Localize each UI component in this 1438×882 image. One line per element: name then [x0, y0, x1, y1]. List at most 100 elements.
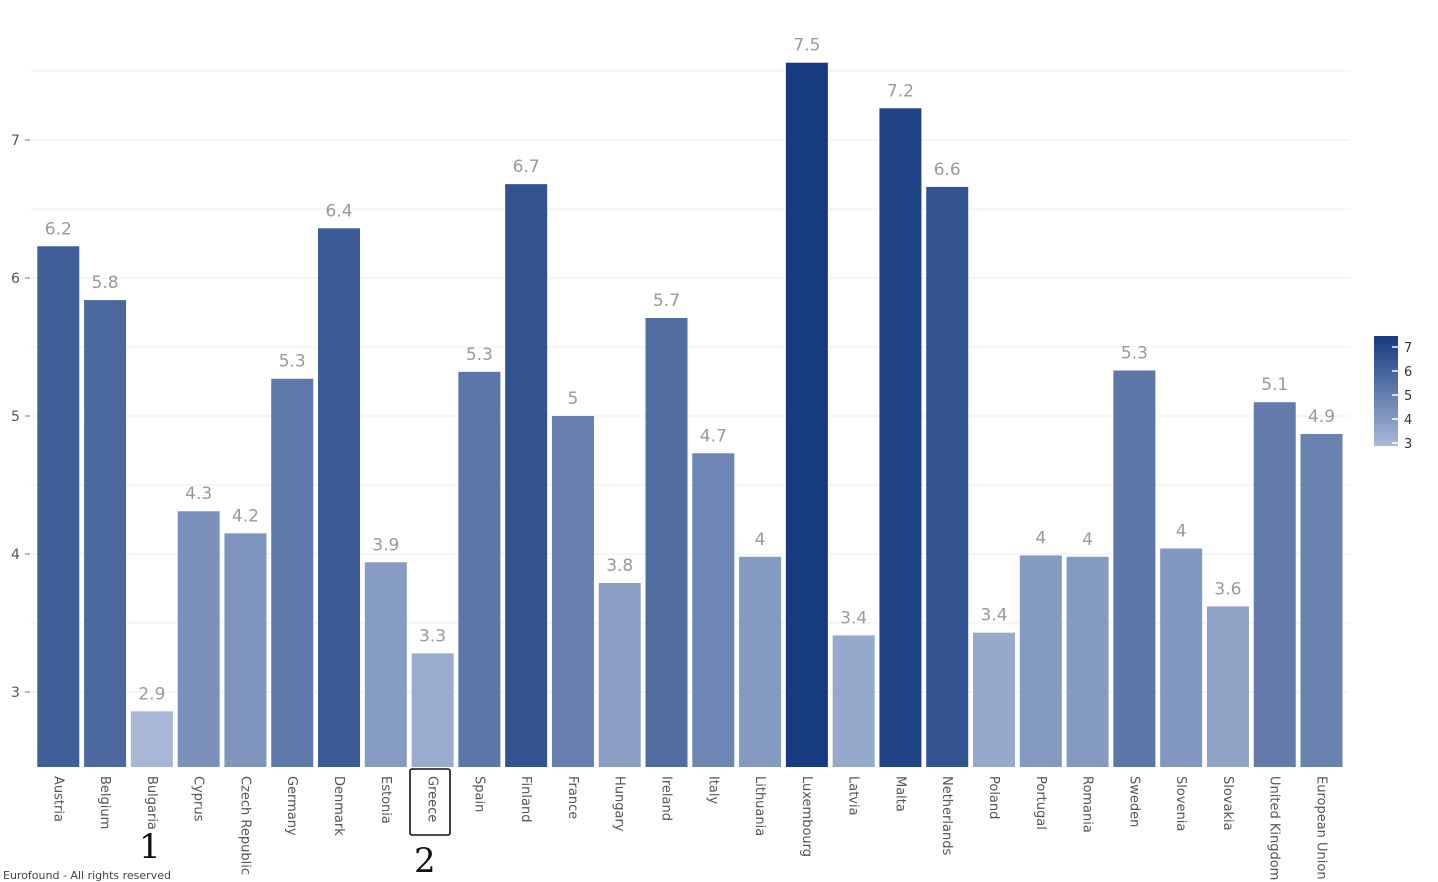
data-label: 5.1 [1261, 375, 1288, 395]
x-tick-label: France [565, 776, 580, 819]
legend-tick-label: 3 [1404, 437, 1412, 452]
x-tick-label: Malta [892, 776, 907, 812]
data-label: 3.6 [1214, 579, 1241, 599]
bar [739, 556, 782, 767]
x-tick-label: Sweden [1126, 776, 1141, 827]
bar [1253, 402, 1296, 767]
data-label: 3.9 [372, 535, 399, 555]
x-tick-label: Slovenia [1173, 776, 1188, 831]
data-label: 4 [755, 530, 766, 550]
x-tick-label: Cyprus [191, 776, 206, 822]
bar [973, 632, 1016, 767]
data-label: 5.3 [279, 352, 306, 372]
annotation-marker-2: 2 [414, 841, 436, 881]
x-tick-label: Romania [1080, 776, 1095, 833]
y-tick-label: 6 [11, 271, 20, 287]
bars [37, 62, 1343, 768]
x-tick-label: Estonia [378, 776, 393, 824]
data-label: 3.4 [980, 606, 1007, 626]
x-tick-label: European Union [1314, 776, 1329, 880]
bar [411, 653, 454, 767]
bar [785, 62, 828, 768]
bar [1300, 433, 1343, 767]
data-label: 4.2 [232, 506, 259, 526]
data-label: 4 [1082, 530, 1093, 550]
data-label: 6.2 [45, 219, 72, 239]
legend-tick-label: 7 [1404, 341, 1412, 356]
x-axis: Austria Belgium Bulgaria Cyprus Czech Republ… [50, 776, 1328, 880]
data-label: 4 [1035, 528, 1046, 548]
bar [598, 582, 641, 767]
annotations: 1 2 [139, 768, 451, 881]
bar [364, 562, 407, 767]
x-tick-label: Latvia [846, 776, 861, 816]
bar [1019, 555, 1062, 767]
x-tick-label: Portugal [1033, 776, 1048, 830]
data-label: 3.4 [840, 608, 867, 628]
bar [37, 246, 80, 767]
bar [224, 533, 267, 767]
data-label: 6.4 [325, 201, 352, 221]
y-tick-label: 7 [11, 133, 20, 149]
data-label: 4 [1176, 521, 1187, 541]
bar [177, 511, 220, 767]
data-label: 5.8 [92, 273, 119, 293]
bar [1206, 606, 1249, 767]
y-tick-label: 5 [11, 409, 20, 425]
data-label: 5.7 [653, 291, 680, 311]
annotation-marker-1: 1 [139, 827, 161, 867]
bar [551, 416, 594, 767]
data-label: 3.8 [606, 556, 633, 576]
x-tick-label: Hungary [612, 776, 627, 832]
data-label: 2.9 [138, 684, 165, 704]
data-label: 7.5 [793, 36, 820, 56]
data-label: 5 [568, 389, 579, 409]
x-tick-label: Lithuania [752, 776, 767, 836]
x-tick-label: Finland [518, 776, 533, 822]
legend-tick-label: 4 [1404, 413, 1412, 428]
bar [832, 635, 875, 767]
x-tick-label: Luxembourg [799, 776, 814, 857]
bar [879, 108, 922, 767]
x-tick-label: Greece [425, 776, 440, 822]
x-tick-label: Ireland [659, 776, 674, 821]
x-tick-label: Slovakia [1220, 776, 1235, 831]
data-label: 5.3 [1121, 343, 1148, 363]
data-label: 4.9 [1308, 407, 1335, 427]
legend-tick-label: 6 [1404, 365, 1412, 380]
data-label: 5.3 [466, 345, 493, 365]
data-label: 4.3 [185, 484, 212, 504]
legend-tick-label: 5 [1404, 389, 1412, 404]
bar [318, 228, 361, 767]
x-tick-label: Poland [986, 776, 1001, 819]
x-tick-label: Austria [50, 776, 65, 822]
bar [926, 186, 969, 768]
data-labels: 6.2 5.8 2.9 4.3 4.2 5.3 6.4 3.9 3.3 5.3 6.7 5 3.8 5.7… [45, 36, 1335, 705]
x-tick-label: Belgium [97, 776, 112, 829]
data-label: 7.2 [887, 81, 914, 101]
data-label: 6.7 [513, 157, 540, 177]
bar [645, 318, 688, 767]
y-axis: 3 4 5 6 7 [11, 133, 30, 701]
bar [505, 184, 548, 767]
legend-gradient-bar [1374, 336, 1398, 446]
x-tick-label: Czech Republic [237, 776, 252, 875]
data-label: 6.6 [934, 160, 961, 180]
bar [1066, 556, 1109, 767]
x-tick-label: United Kingdom [1267, 776, 1282, 880]
x-tick-label: Denmark [331, 776, 346, 836]
bar [692, 453, 735, 767]
data-label: 4.7 [700, 426, 727, 446]
bar [130, 711, 173, 767]
bar [271, 378, 314, 767]
data-label: 3.3 [419, 626, 446, 646]
bar [84, 300, 127, 767]
x-tick-label: Netherlands [939, 776, 954, 855]
x-tick-label: Italy [705, 776, 720, 805]
x-tick-label: Spain [471, 776, 486, 812]
color-legend: 7 6 5 4 3 [1374, 336, 1412, 452]
highlight-box [409, 768, 451, 836]
bar [458, 371, 501, 767]
y-tick-label: 3 [11, 685, 20, 701]
